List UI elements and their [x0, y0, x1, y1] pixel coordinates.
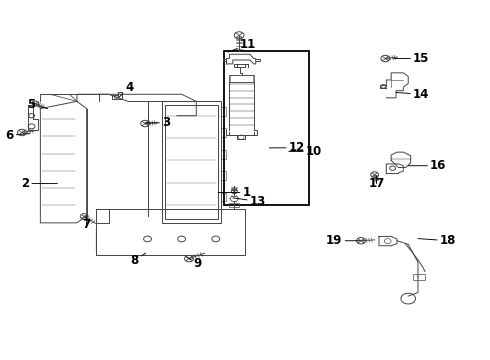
Text: 11: 11	[228, 38, 256, 52]
Text: 10: 10	[289, 145, 322, 158]
Text: 1: 1	[218, 186, 251, 199]
Bar	[220, 150, 226, 158]
Text: 14: 14	[396, 88, 429, 101]
Text: 6: 6	[5, 129, 30, 142]
Text: 17: 17	[368, 176, 385, 190]
Bar	[220, 128, 226, 137]
Text: 19: 19	[326, 234, 360, 247]
Text: 2: 2	[21, 177, 57, 190]
Text: 9: 9	[187, 257, 202, 270]
Text: 15: 15	[393, 52, 429, 65]
Bar	[220, 193, 226, 202]
Bar	[229, 203, 239, 207]
Text: 3: 3	[145, 116, 171, 129]
Text: 5: 5	[27, 99, 48, 112]
Text: 4: 4	[118, 81, 134, 98]
Bar	[162, 102, 220, 223]
Text: 18: 18	[418, 234, 456, 247]
Bar	[165, 105, 218, 219]
Bar	[223, 51, 309, 205]
Text: 13: 13	[233, 195, 266, 208]
Bar	[220, 107, 226, 116]
Text: 8: 8	[130, 253, 146, 267]
Bar	[220, 171, 226, 180]
Bar	[413, 274, 425, 280]
Bar	[229, 75, 254, 82]
Text: 16: 16	[408, 159, 446, 172]
Bar	[230, 75, 253, 82]
Text: 7: 7	[83, 216, 91, 231]
Text: 12: 12	[270, 141, 305, 154]
